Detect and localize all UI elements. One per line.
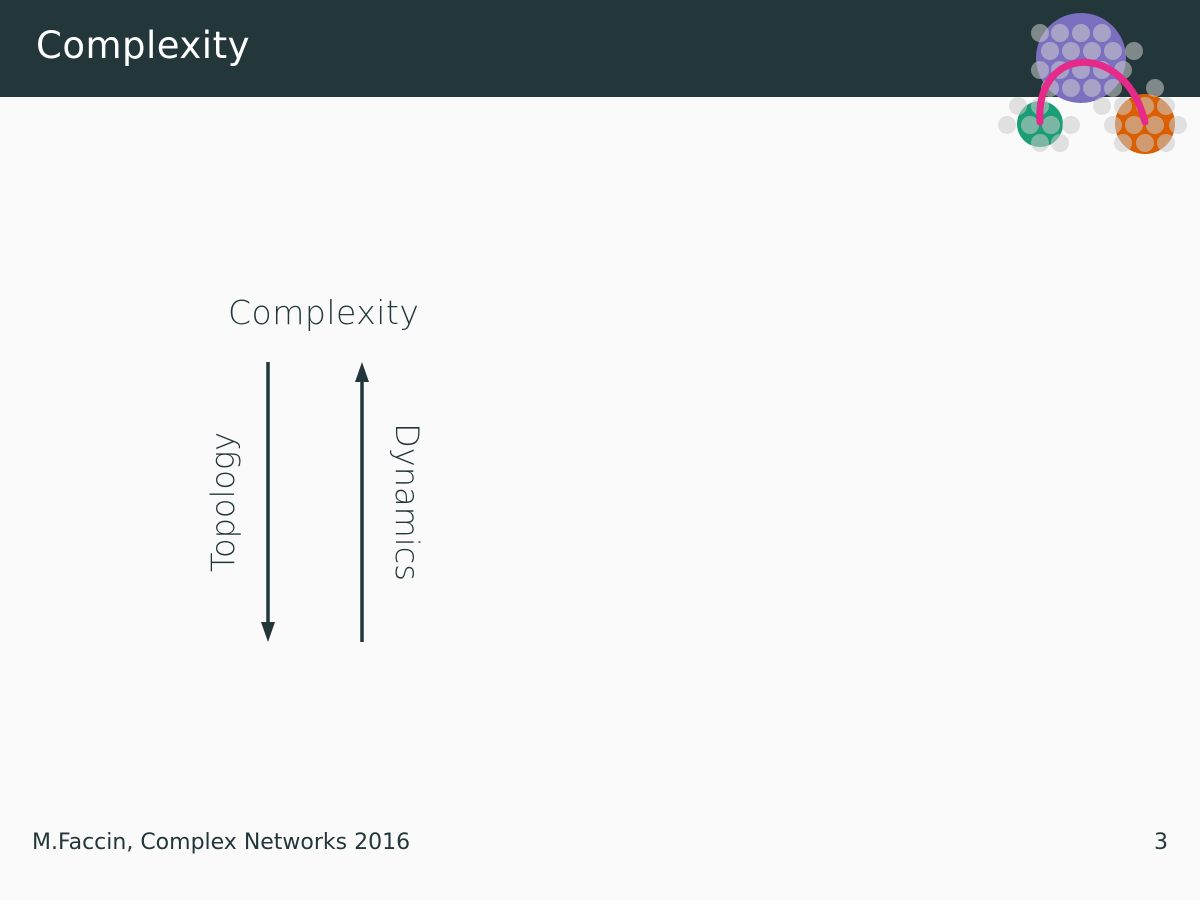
topology-label: Topology <box>204 432 242 572</box>
complexity-arrows-diagram: Topology Dynamics <box>204 362 426 642</box>
diagram-top-label: Complexity <box>228 293 420 332</box>
topology-arrow <box>261 362 275 642</box>
footer-text: M.Faccin, Complex Networks 2016 <box>32 830 411 855</box>
network-communities-logo-icon <box>998 13 1187 154</box>
slide-title: Complexity <box>36 24 250 67</box>
slide-header: Complexity <box>0 0 1200 97</box>
dynamics-arrow <box>355 362 369 642</box>
page-number: 3 <box>1154 830 1168 855</box>
dynamics-label: Dynamics <box>388 423 426 581</box>
